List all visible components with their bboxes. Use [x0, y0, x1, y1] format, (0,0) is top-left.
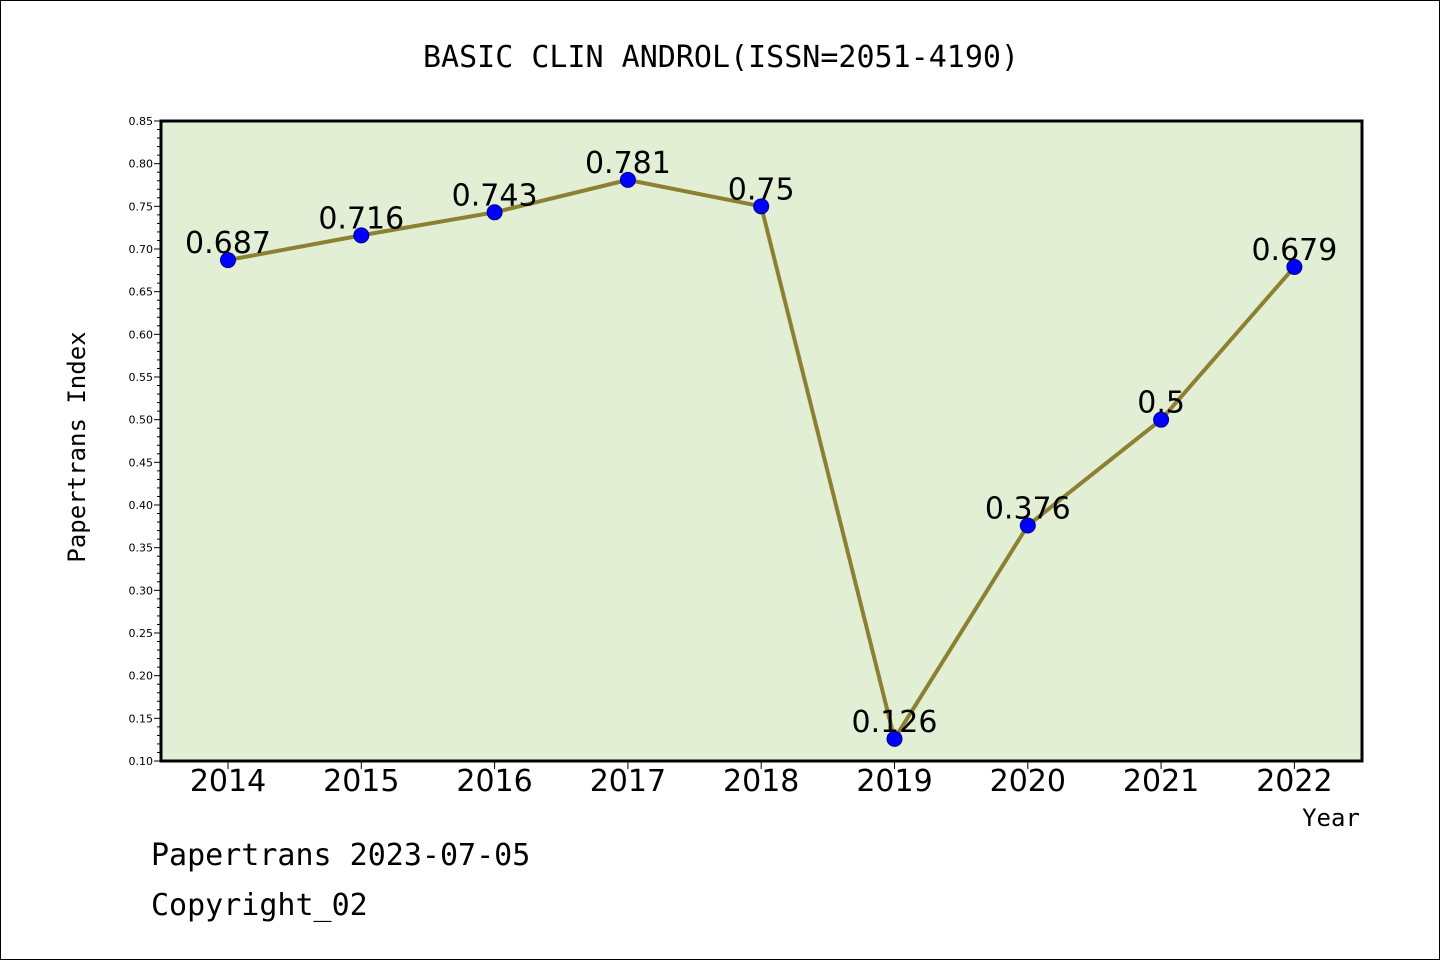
x-tick-label: 2015: [323, 764, 399, 799]
data-label-2019: 0.126: [852, 705, 938, 740]
x-axis: 2014 2015 2016 2017 2018 2019 2020 2021 2022: [190, 761, 1333, 799]
footer-copyright: Copyright_02: [151, 888, 368, 923]
data-label-2021: 0.5: [1137, 386, 1185, 421]
data-point-2020: [1019, 517, 1036, 534]
x-tick-label: 2014: [190, 764, 266, 799]
data-label-2018: 0.75: [728, 172, 795, 207]
data-label-2022: 0.679: [1251, 233, 1337, 268]
x-tick-label: 2018: [723, 764, 799, 799]
y-tick-label: 0.45: [129, 456, 154, 469]
x-tick-label: 2021: [1123, 764, 1199, 799]
y-tick-label: 0.40: [129, 499, 154, 512]
data-point-2019: [886, 730, 903, 747]
x-tick-label: 2016: [456, 764, 532, 799]
y-tick-label: 0.50: [129, 414, 154, 427]
y-tick-label: 0.35: [129, 542, 154, 555]
y-tick-label: 0.60: [129, 328, 154, 341]
data-point-2021: [1153, 411, 1170, 428]
data-label-2015: 0.716: [318, 201, 404, 236]
y-tick-label: 0.80: [129, 158, 154, 171]
chart-title: BASIC CLIN ANDROL(ISSN=2051-4190): [423, 40, 1019, 75]
series-papertrans-index: [220, 171, 1303, 747]
y-tick-label: 0.55: [129, 371, 154, 384]
y-tick-label: 0.30: [129, 584, 154, 597]
y-tick-label: 0.20: [129, 670, 154, 683]
data-point-2018: [753, 198, 770, 215]
x-tick-label: 2020: [990, 764, 1066, 799]
data-label-2020: 0.376: [985, 491, 1071, 526]
y-tick-label: 0.15: [129, 712, 154, 725]
x-tick-label: 2017: [590, 764, 666, 799]
data-point-2022: [1286, 258, 1303, 275]
data-point-2016: [486, 204, 503, 221]
y-tick-label: 0.10: [129, 755, 154, 768]
x-axis-label: Year: [1302, 804, 1360, 832]
data-point-2014: [220, 252, 236, 269]
y-tick-label: 0.75: [129, 200, 154, 213]
y-tick-label: 0.65: [129, 286, 154, 299]
y-tick-label: 0.85: [129, 115, 154, 128]
x-tick-label: 2022: [1256, 764, 1332, 799]
data-label-2016: 0.743: [452, 178, 538, 213]
data-point-2017: [619, 171, 636, 188]
data-label-2017: 0.781: [585, 146, 671, 181]
footer-date: Papertrans 2023-07-05: [151, 838, 530, 873]
x-tick-label: 2019: [856, 764, 932, 799]
data-labels: 0.687 0.716 0.743 0.781 0.75 0.126 0.376 0.5 0.6…: [185, 146, 1337, 740]
data-label-2014: 0.687: [185, 226, 271, 261]
data-point-2015: [353, 227, 370, 244]
y-axis-label: Papertrans Index: [63, 331, 91, 562]
y-axis: 0.10 0.15 0.20 0.25 0.30 0.35 0.40 0.45 0.50 0.55…: [129, 115, 161, 768]
y-tick-label: 0.25: [129, 627, 154, 640]
y-tick-label: 0.70: [129, 243, 154, 256]
